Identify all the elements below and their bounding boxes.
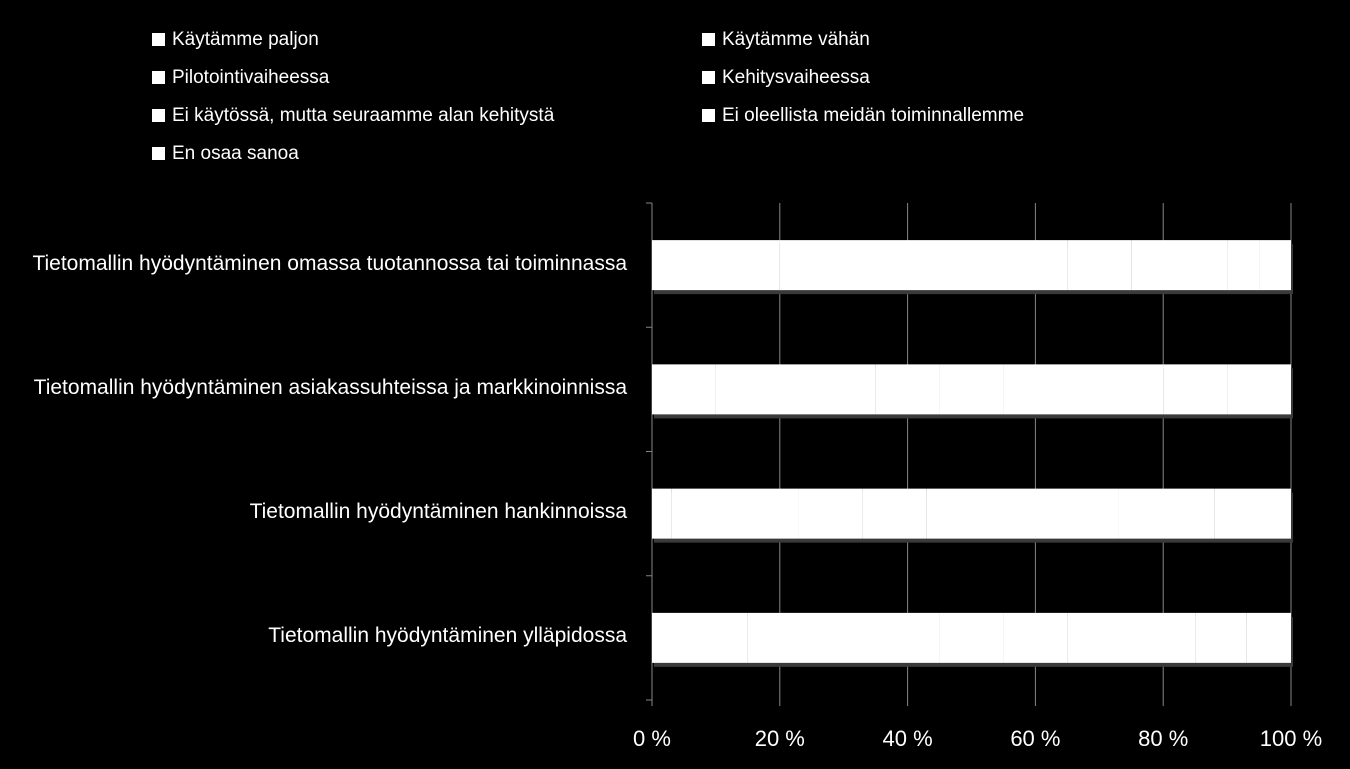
legend-label: Käytämme paljon bbox=[172, 29, 319, 50]
legend-swatch bbox=[152, 109, 165, 122]
legend-swatch bbox=[152, 71, 165, 84]
bar-segment bbox=[926, 488, 1119, 539]
legend-label: Kehitysvaiheessa bbox=[722, 67, 870, 88]
legend-swatch bbox=[702, 71, 715, 84]
bar-segment bbox=[779, 240, 972, 291]
bar-segment bbox=[1067, 612, 1196, 663]
bar-segment bbox=[652, 612, 748, 663]
y-tick-label: Tietomallin hyödyntäminen omassa tuotann… bbox=[32, 251, 627, 275]
bar-segment bbox=[1259, 240, 1291, 291]
bar-segment bbox=[1003, 364, 1164, 415]
bar-segment bbox=[1163, 364, 1228, 415]
bar-segment bbox=[747, 612, 940, 663]
legend-swatch bbox=[152, 33, 165, 46]
x-tick-label: 20 % bbox=[755, 726, 805, 751]
legend-label: Ei oleellista meidän toiminnallemme bbox=[722, 105, 1024, 126]
bar-segment bbox=[875, 364, 940, 415]
bar-segment bbox=[798, 488, 863, 539]
bar-segment bbox=[1131, 240, 1228, 291]
x-tick-label: 60 % bbox=[1010, 726, 1060, 751]
bar-segment bbox=[1227, 364, 1291, 415]
bar-segment bbox=[939, 364, 1004, 415]
legend-label: Ei käytössä, mutta seuraamme alan kehity… bbox=[172, 105, 555, 126]
bar-segment bbox=[1195, 612, 1247, 663]
bar-segment bbox=[939, 612, 1004, 663]
x-tick-label: 0 % bbox=[633, 726, 671, 751]
bar-segment bbox=[1246, 612, 1291, 663]
bar-segment bbox=[671, 488, 799, 539]
y-tick-label: Tietomallin hyödyntäminen ylläpidossa bbox=[268, 624, 627, 648]
x-tick-label: 80 % bbox=[1138, 726, 1188, 751]
bar-segment bbox=[1214, 488, 1291, 539]
legend-swatch bbox=[702, 33, 715, 46]
legend-label: En osaa sanoa bbox=[172, 143, 299, 164]
x-tick-label: 100 % bbox=[1260, 726, 1322, 751]
bar-segment bbox=[1118, 488, 1215, 539]
bar-segment bbox=[862, 488, 927, 539]
y-tick-label: Tietomallin hyödyntäminen asiakassuhteis… bbox=[33, 375, 627, 399]
legend-label: Pilotointivaiheessa bbox=[172, 67, 330, 88]
bar-segment bbox=[1003, 612, 1068, 663]
bar-segment bbox=[1067, 240, 1132, 291]
y-tick-label: Tietomallin hyödyntäminen hankinnoissa bbox=[249, 500, 627, 524]
bar-segment bbox=[715, 364, 876, 415]
bar-segment bbox=[1227, 240, 1260, 291]
bar-segment bbox=[652, 240, 780, 291]
legend-label: Käytämme vähän bbox=[722, 29, 870, 50]
legend-swatch bbox=[152, 147, 165, 160]
bar-segment bbox=[971, 240, 1068, 291]
x-tick-label: 40 % bbox=[883, 726, 933, 751]
bar-segment bbox=[652, 488, 672, 539]
bar-segment bbox=[652, 364, 716, 415]
legend-swatch bbox=[702, 109, 715, 122]
